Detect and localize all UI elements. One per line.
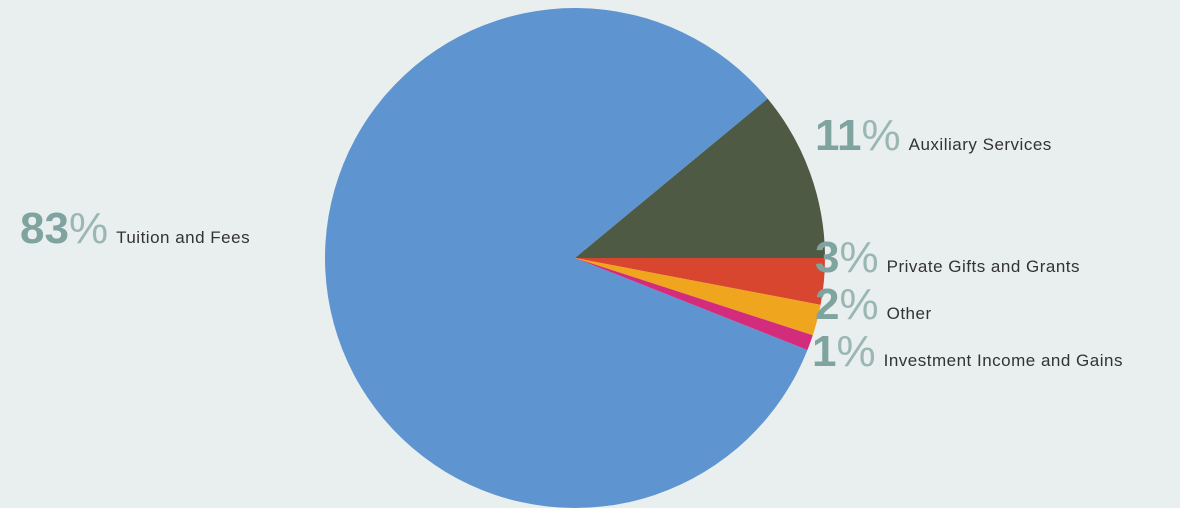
value-label: 1 (812, 327, 836, 376)
category-label: Other (887, 304, 932, 323)
pie-slice (575, 258, 821, 336)
value-label: 11 (815, 111, 862, 160)
unit-label: % (836, 327, 875, 376)
slice-label: 11% Auxiliary Services (815, 111, 1052, 160)
slice-label: 83% Tuition and Fees (20, 204, 250, 253)
pie-slice (575, 258, 813, 351)
slice-label: 2% Other (815, 280, 932, 329)
category-label: Auxiliary Services (909, 135, 1052, 154)
category-label: Tuition and Fees (116, 228, 250, 247)
pie-slice (325, 8, 808, 508)
category-label: Investment Income and Gains (884, 351, 1123, 370)
labels: 83% Tuition and Fees 11% Auxiliary Services… (20, 111, 1123, 376)
unit-label: % (862, 111, 901, 160)
pie-slice (575, 258, 825, 305)
pie (325, 8, 825, 508)
unit-label: % (69, 204, 108, 253)
value-label: 3 (815, 233, 839, 282)
unit-label: % (839, 280, 878, 329)
unit-label: % (839, 233, 878, 282)
category-label: Private Gifts and Grants (887, 257, 1080, 276)
pie-slice (575, 98, 825, 258)
value-label: 2 (815, 280, 839, 329)
slice-label: 3% Private Gifts and Grants (815, 233, 1080, 282)
value-label: 83 (20, 204, 69, 253)
slice-label: 1% Investment Income and Gains (812, 327, 1123, 376)
